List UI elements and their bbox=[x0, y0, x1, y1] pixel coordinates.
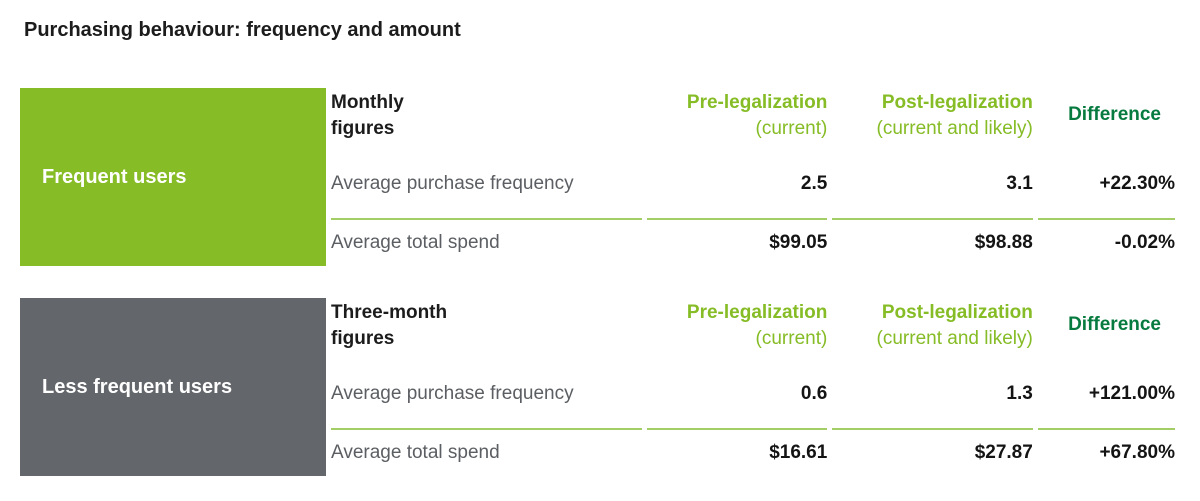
pre-legalization-title: Pre-legalization bbox=[686, 92, 828, 113]
difference-header: Difference bbox=[1068, 104, 1161, 125]
table-row: Average total spend $16.61 $27.87 +67.80… bbox=[331, 430, 1175, 476]
row-label: Average total spend bbox=[331, 442, 500, 464]
post-legalization-header: Post-legalization (current and likely) bbox=[832, 88, 1033, 150]
period-label: Three-month figures bbox=[331, 298, 642, 360]
frequent-users-group-box: Frequent users bbox=[20, 88, 326, 266]
difference-value: -0.02% bbox=[1114, 232, 1175, 253]
pre-legalization-value: $16.61 bbox=[769, 442, 828, 463]
less-frequent-users-group-box: Less frequent users bbox=[20, 298, 326, 476]
frequent-users-section: Frequent users Monthly figures Pre-legal… bbox=[20, 88, 1180, 266]
pre-legalization-value: 0.6 bbox=[647, 360, 828, 430]
post-legalization-title: Post-legalization bbox=[881, 302, 1033, 323]
table-row: Average total spend $99.05 $98.88 -0.02% bbox=[331, 220, 1175, 266]
period-label-line: Three-month bbox=[331, 302, 448, 323]
table-row: Average purchase frequency 2.5 3.1 +22.3… bbox=[331, 150, 1175, 220]
difference-value: +67.80% bbox=[1099, 442, 1175, 463]
page-title: Purchasing behaviour: frequency and amou… bbox=[24, 19, 461, 41]
post-legalization-value: 1.3 bbox=[832, 360, 1033, 430]
pre-legalization-subtitle: (current) bbox=[755, 117, 828, 139]
difference-header: Difference bbox=[1068, 314, 1161, 335]
post-legalization-header: Post-legalization (current and likely) bbox=[832, 298, 1033, 360]
group-label: Frequent users bbox=[42, 165, 187, 188]
pre-legalization-header: Pre-legalization (current) bbox=[647, 298, 827, 360]
post-legalization-title: Post-legalization bbox=[881, 92, 1033, 113]
monthly-figures-table: Monthly figures Pre-legalization (curren… bbox=[326, 88, 1180, 266]
pre-legalization-header: Pre-legalization (current) bbox=[647, 88, 827, 150]
row-label: Average total spend bbox=[331, 232, 500, 254]
pre-legalization-title: Pre-legalization bbox=[686, 302, 828, 323]
period-label-line: figures bbox=[331, 117, 395, 139]
period-label: Monthly figures bbox=[331, 88, 642, 150]
table-header-row: Three-month figures Pre-legalization (cu… bbox=[331, 298, 1175, 360]
period-label-line: Monthly bbox=[331, 92, 404, 113]
row-label: Average purchase frequency bbox=[331, 360, 643, 430]
post-legalization-value: 3.1 bbox=[832, 150, 1033, 220]
group-label: Less frequent users bbox=[42, 375, 233, 398]
post-legalization-value: $98.88 bbox=[974, 232, 1033, 253]
pre-legalization-subtitle: (current) bbox=[755, 327, 828, 349]
pre-legalization-value: 2.5 bbox=[647, 150, 828, 220]
post-legalization-value: $27.87 bbox=[974, 442, 1033, 463]
pre-legalization-value: $99.05 bbox=[769, 232, 828, 253]
table-row: Average purchase frequency 0.6 1.3 +121.… bbox=[331, 360, 1175, 430]
less-frequent-users-section: Less frequent users Three-month figures … bbox=[20, 298, 1180, 476]
period-label-line: figures bbox=[331, 327, 395, 349]
table-header-row: Monthly figures Pre-legalization (curren… bbox=[331, 88, 1175, 150]
three-month-figures-table: Three-month figures Pre-legalization (cu… bbox=[326, 298, 1180, 476]
difference-value: +22.30% bbox=[1037, 150, 1175, 220]
report-figure: Purchasing behaviour: frequency and amou… bbox=[20, 19, 1180, 476]
post-legalization-subtitle: (current and likely) bbox=[876, 327, 1033, 349]
post-legalization-subtitle: (current and likely) bbox=[876, 117, 1033, 139]
row-label: Average purchase frequency bbox=[331, 150, 643, 220]
difference-value: +121.00% bbox=[1037, 360, 1175, 430]
